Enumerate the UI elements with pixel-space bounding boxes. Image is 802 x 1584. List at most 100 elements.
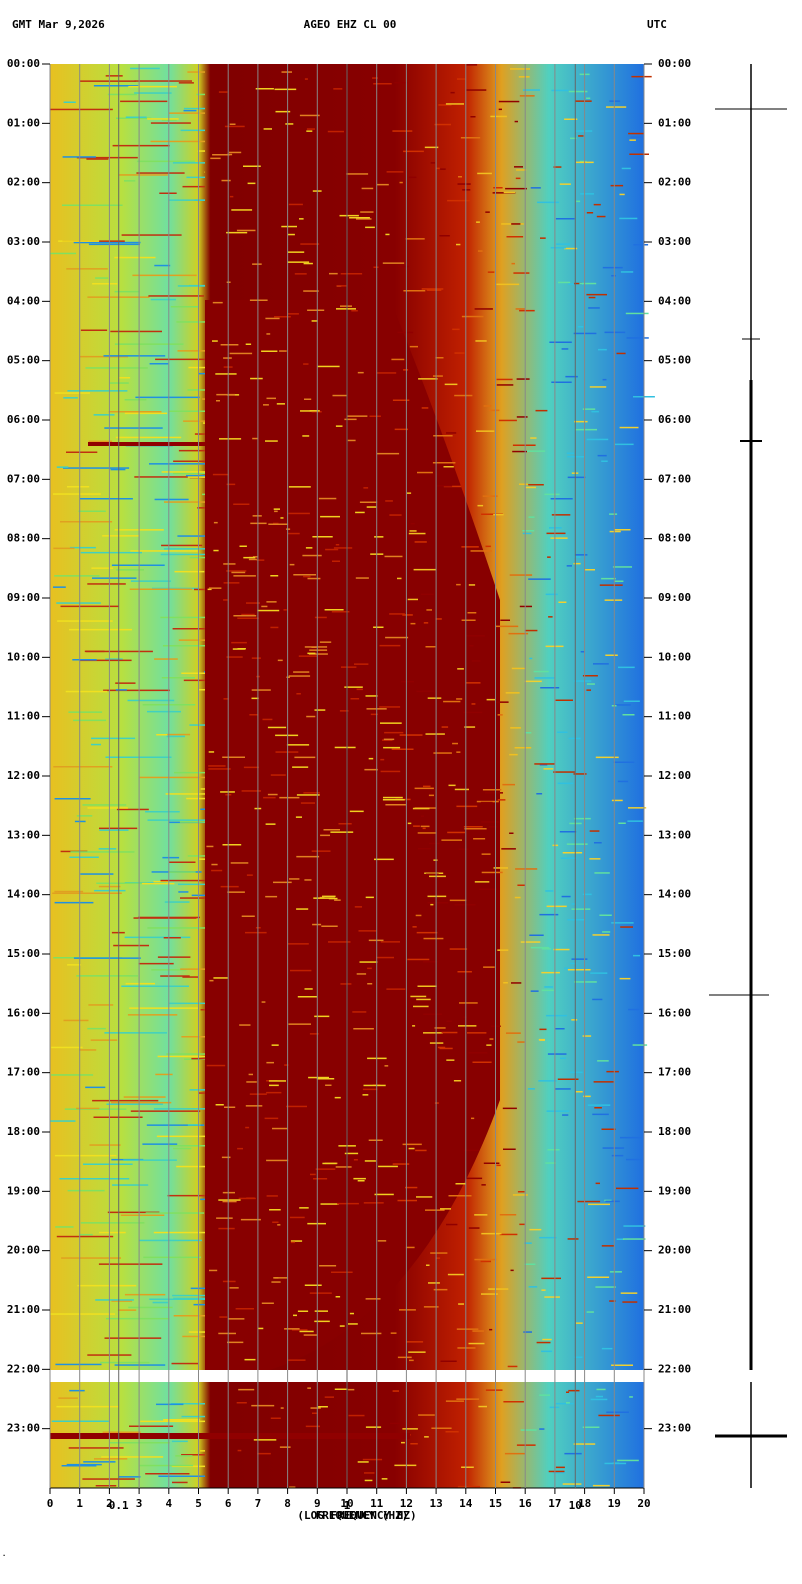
texture-streak xyxy=(545,890,554,892)
texture-streak xyxy=(399,181,403,184)
texture-streak xyxy=(496,1164,501,1167)
texture-streak xyxy=(628,132,644,135)
texture-streak xyxy=(176,1165,205,1168)
x-tick-label: 8 xyxy=(284,1497,291,1510)
texture-streak xyxy=(58,240,100,242)
texture-streak xyxy=(330,831,354,833)
texture-streak xyxy=(488,826,498,828)
texture-streak xyxy=(622,1301,638,1303)
texture-streak xyxy=(310,1173,316,1176)
texture-streak xyxy=(564,247,578,250)
texture-streak xyxy=(99,829,129,831)
texture-streak xyxy=(265,317,280,320)
texture-streak xyxy=(335,544,340,546)
texture-streak xyxy=(511,982,522,984)
texture-streak xyxy=(368,939,384,942)
texture-streak xyxy=(77,1284,137,1287)
texture-streak xyxy=(582,1035,592,1037)
texture-streak xyxy=(530,187,541,189)
texture-streak xyxy=(54,890,84,893)
texture-streak xyxy=(124,936,191,939)
texture-streak xyxy=(314,1320,330,1323)
texture-streak xyxy=(599,584,623,586)
texture-streak xyxy=(297,1310,309,1312)
texture-streak xyxy=(499,1233,518,1236)
texture-streak xyxy=(358,930,377,932)
texture-streak xyxy=(357,371,364,374)
texture-streak xyxy=(194,433,205,435)
texture-streak xyxy=(481,871,503,874)
y-tick-label-right: 20:00 xyxy=(658,1244,691,1257)
texture-streak xyxy=(94,1458,128,1460)
texture-streak xyxy=(50,108,113,111)
texture-streak xyxy=(534,677,555,679)
texture-streak xyxy=(101,1456,164,1458)
texture-streak xyxy=(120,100,168,103)
texture-streak xyxy=(145,1212,205,1214)
texture-streak xyxy=(315,1168,336,1170)
texture-streak xyxy=(408,532,426,535)
texture-streak xyxy=(350,698,360,700)
texture-streak xyxy=(466,1177,483,1180)
texture-streak xyxy=(265,823,276,825)
texture-streak xyxy=(428,842,440,845)
texture-streak xyxy=(414,541,427,543)
texture-streak xyxy=(348,1323,358,1325)
texture-streak xyxy=(316,1078,335,1080)
texture-streak xyxy=(399,1309,416,1311)
texture-streak xyxy=(562,1483,582,1485)
texture-streak xyxy=(472,1061,492,1063)
texture-streak xyxy=(78,510,106,512)
texture-streak xyxy=(514,747,532,749)
texture-streak xyxy=(579,282,597,285)
texture-streak xyxy=(566,843,588,845)
texture-streak xyxy=(90,1039,118,1041)
texture-streak xyxy=(244,1358,256,1361)
texture-streak xyxy=(136,160,195,163)
header-right: UTC xyxy=(647,18,667,31)
texture-streak xyxy=(541,948,551,950)
texture-streak xyxy=(394,1464,417,1467)
texture-streak xyxy=(620,926,633,928)
texture-streak xyxy=(362,1088,378,1091)
texture-streak xyxy=(440,1208,451,1210)
texture-streak xyxy=(401,680,414,683)
texture-streak xyxy=(415,1149,427,1152)
texture-streak xyxy=(427,895,447,898)
texture-streak xyxy=(116,117,152,119)
texture-streak xyxy=(250,377,263,380)
texture-streak xyxy=(425,646,436,648)
texture-streak xyxy=(405,1246,415,1249)
texture-streak xyxy=(328,941,351,943)
texture-streak xyxy=(231,209,253,211)
texture-streak xyxy=(514,896,521,899)
texture-streak xyxy=(246,874,253,876)
texture-streak xyxy=(60,605,119,608)
texture-streak xyxy=(335,1166,352,1168)
texture-streak xyxy=(50,1120,76,1122)
texture-streak xyxy=(69,1389,85,1392)
texture-streak xyxy=(412,1025,416,1027)
texture-streak xyxy=(541,1277,561,1280)
texture-streak xyxy=(446,1020,452,1022)
texture-streak xyxy=(510,727,521,729)
texture-streak xyxy=(124,1293,166,1296)
texture-streak xyxy=(550,498,573,500)
texture-streak xyxy=(441,726,449,728)
texture-streak xyxy=(595,1182,600,1185)
texture-streak xyxy=(433,1288,448,1291)
texture-streak xyxy=(202,493,205,496)
texture-streak xyxy=(545,1162,556,1164)
texture-streak xyxy=(553,771,575,773)
texture-streak xyxy=(127,699,175,702)
texture-streak xyxy=(618,822,626,824)
texture-streak xyxy=(623,700,640,702)
texture-streak xyxy=(524,629,538,632)
texture-streak xyxy=(104,427,163,429)
texture-streak xyxy=(481,1232,502,1235)
texture-streak xyxy=(511,262,515,265)
texture-streak xyxy=(92,577,137,579)
texture-streak xyxy=(480,801,493,804)
texture-streak xyxy=(218,91,228,93)
texture-streak xyxy=(595,1286,616,1288)
